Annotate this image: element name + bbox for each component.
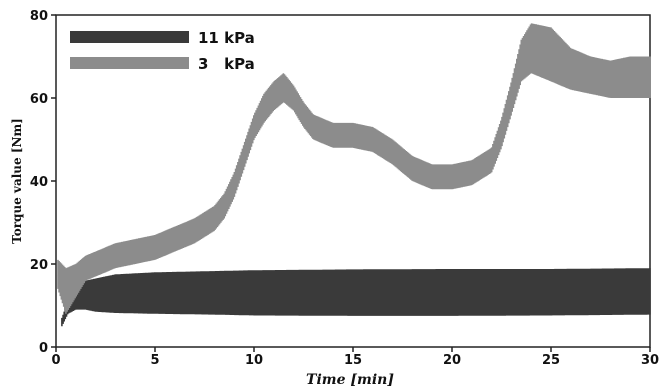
- x-tick-label: 20: [443, 353, 461, 368]
- y-axis-title: Torque value [Nm]: [10, 118, 24, 244]
- x-tick-label: 5: [150, 353, 159, 368]
- legend-label-3kpa: 3 kPa: [198, 55, 255, 73]
- y-tick-label: 20: [30, 258, 48, 273]
- series-layer: [57, 23, 651, 327]
- series-band-0: [61, 268, 651, 327]
- legend-label-11kpa: 11 kPa: [198, 29, 255, 47]
- legend-swatch-11kpa: [70, 31, 189, 43]
- y-tick-label: 0: [39, 341, 48, 356]
- x-tick-label: 25: [542, 353, 560, 368]
- x-tick-label: 10: [245, 353, 263, 368]
- x-tick-label: 15: [344, 353, 362, 368]
- y-tick-label: 60: [30, 92, 48, 107]
- x-tick-label: 0: [51, 353, 60, 368]
- y-tick-label: 80: [30, 9, 48, 24]
- y-tick-label: 40: [30, 175, 48, 190]
- x-axis-title: Time [min]: [306, 372, 394, 387]
- x-tick-label: 30: [641, 353, 659, 368]
- legend-swatch-3kpa: [70, 57, 189, 69]
- legend: 11 kPa 3 kPa: [70, 29, 255, 73]
- ticks-layer: 0 5 10 15 20 25 30 0 20 40 60 80: [30, 9, 659, 368]
- series-band-1: [57, 23, 651, 314]
